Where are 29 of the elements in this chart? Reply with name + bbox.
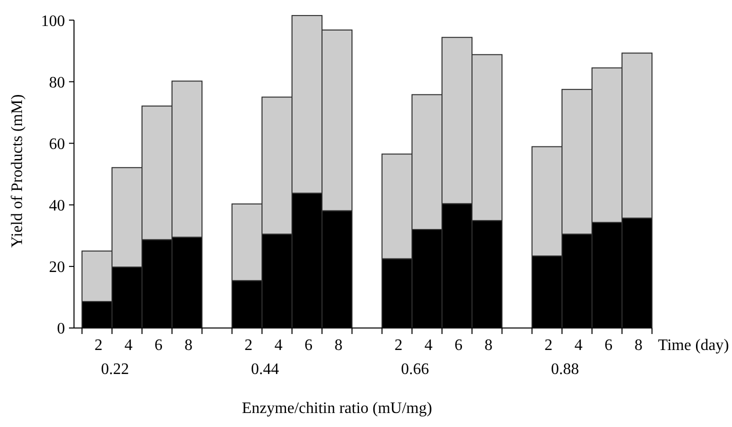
x-axis-title: Enzyme/chitin ratio (mU/mg) — [242, 400, 432, 417]
x-tick-label: 6 — [454, 337, 462, 354]
y-tick-label: 80 — [49, 74, 65, 92]
x-tick-label: 4 — [424, 337, 432, 354]
x-tick-label: 4 — [124, 337, 132, 354]
x-tick-label: 8 — [334, 337, 342, 354]
y-tick-label: 40 — [49, 197, 65, 214]
y-tick-label: 60 — [49, 136, 65, 153]
x-tick-label: 2 — [244, 337, 252, 354]
x-tick-label: 6 — [604, 337, 612, 354]
x-tick-label: 2 — [94, 337, 102, 354]
text: 0.88 — [551, 361, 579, 378]
y-axis-title: Yield of Products (mM) — [9, 94, 26, 248]
x-tick-label: 4 — [574, 337, 582, 354]
x-tick-label: 8 — [184, 337, 192, 354]
x-tick-label: 6 — [154, 337, 162, 354]
y-tick-label: 100 — [41, 12, 65, 30]
text: Time (day) — [658, 337, 729, 354]
x-tick-label: 4 — [274, 337, 282, 354]
y-tick-label: 0 — [57, 320, 65, 338]
text: 0.66 — [401, 361, 429, 378]
x-tick-label: 8 — [484, 337, 492, 354]
x-tick-label: 2 — [544, 337, 552, 354]
x-tick-label: 2 — [394, 337, 402, 354]
text: 0.22 — [101, 361, 129, 378]
x-tick-label: 6 — [304, 337, 312, 354]
x-tick-label: 8 — [634, 337, 642, 354]
text: 0.44 — [251, 361, 279, 378]
y-tick-label: 20 — [49, 259, 65, 276]
